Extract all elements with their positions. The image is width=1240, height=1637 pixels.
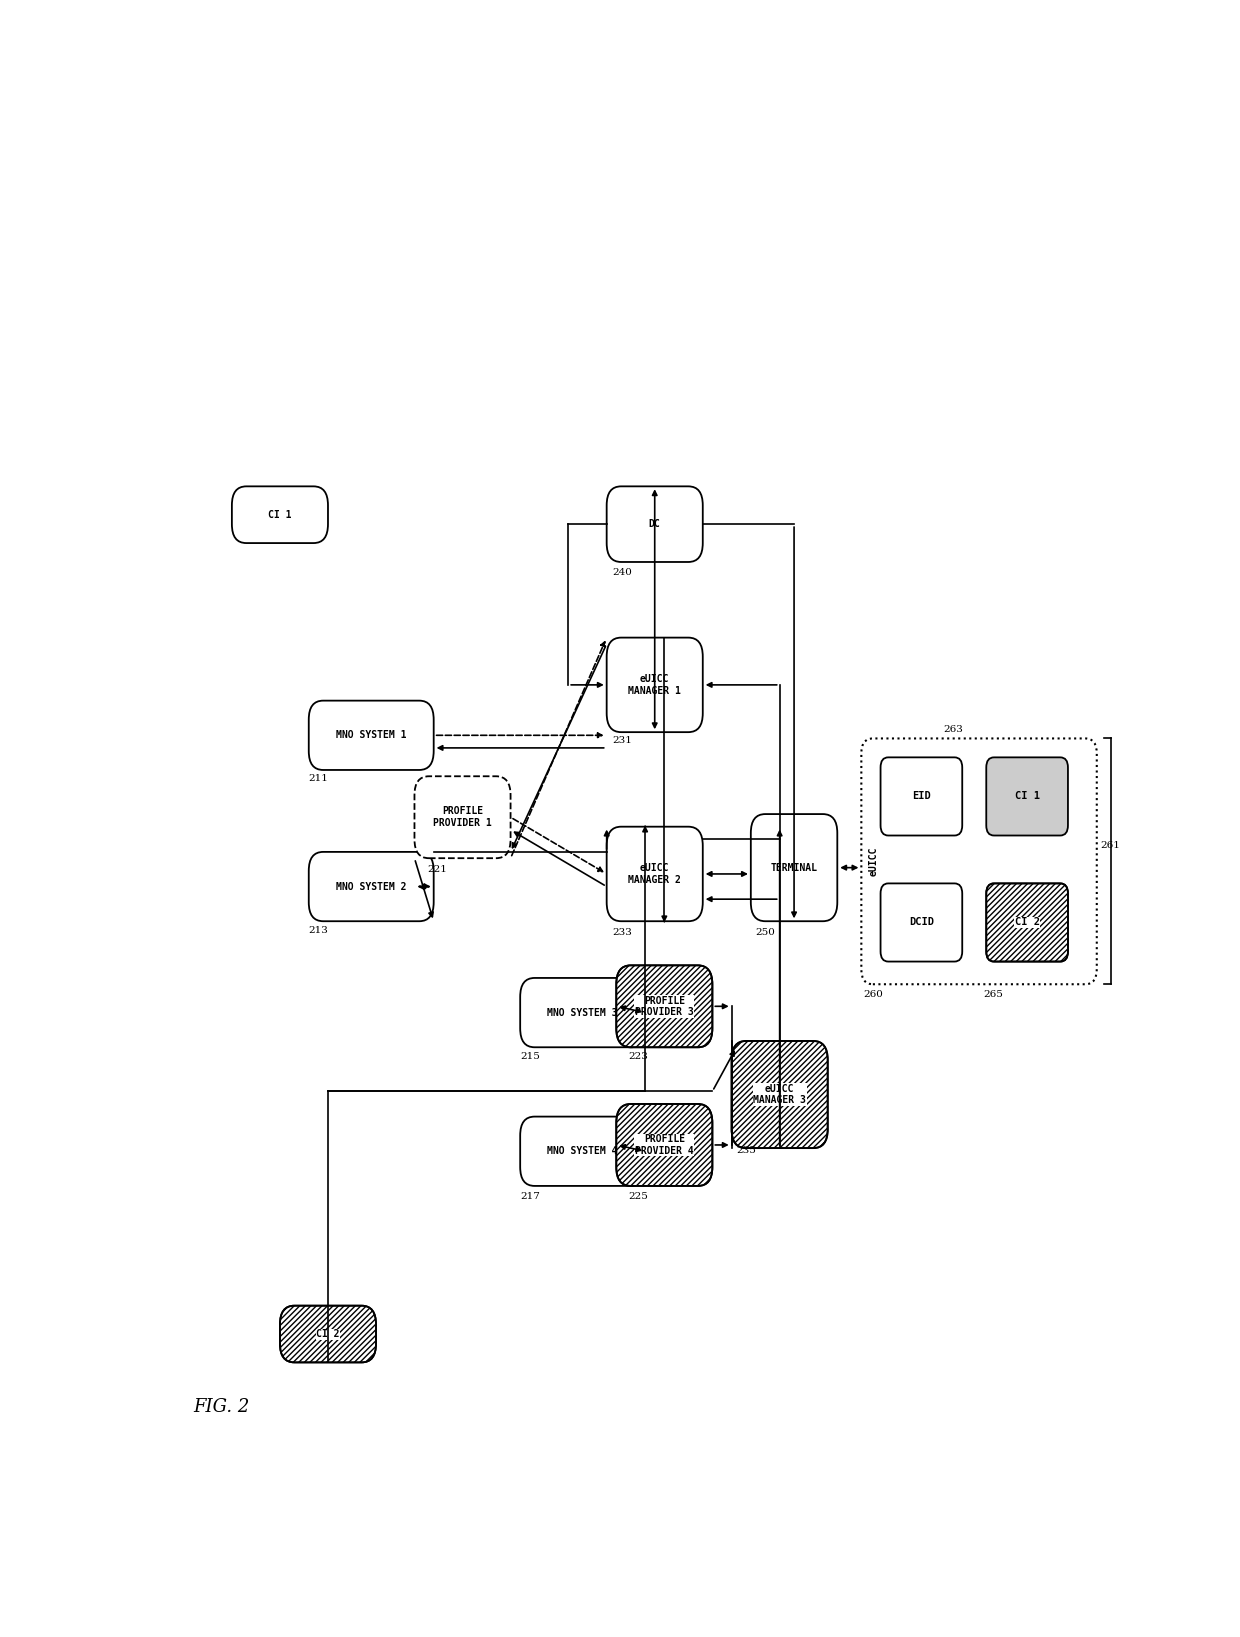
FancyBboxPatch shape <box>309 851 434 922</box>
Text: eUICC
MANAGER 1: eUICC MANAGER 1 <box>629 674 681 696</box>
FancyBboxPatch shape <box>606 827 703 922</box>
Text: CI 2: CI 2 <box>316 1329 340 1339</box>
FancyBboxPatch shape <box>732 1041 828 1148</box>
Text: MNO SYSTEM 4: MNO SYSTEM 4 <box>547 1146 618 1156</box>
FancyBboxPatch shape <box>862 738 1096 984</box>
Text: eUICC
MANAGER 3: eUICC MANAGER 3 <box>753 1084 806 1105</box>
FancyBboxPatch shape <box>606 486 703 561</box>
Text: PROFILE
PROVIDER 4: PROFILE PROVIDER 4 <box>635 1134 693 1156</box>
FancyBboxPatch shape <box>880 758 962 835</box>
Text: 213: 213 <box>309 925 329 935</box>
Text: CI 1: CI 1 <box>1014 791 1039 802</box>
Text: EID: EID <box>913 791 931 802</box>
FancyBboxPatch shape <box>616 1103 712 1185</box>
FancyBboxPatch shape <box>280 1306 376 1362</box>
Text: eUICC: eUICC <box>869 846 879 876</box>
Text: 261: 261 <box>1101 841 1121 850</box>
Text: 221: 221 <box>427 864 446 874</box>
FancyBboxPatch shape <box>606 638 703 732</box>
FancyBboxPatch shape <box>521 977 645 1048</box>
FancyBboxPatch shape <box>986 884 1068 961</box>
FancyBboxPatch shape <box>880 884 962 961</box>
Text: 260: 260 <box>863 990 883 999</box>
Text: CI 2: CI 2 <box>1014 917 1039 928</box>
Text: FIG. 2: FIG. 2 <box>193 1398 249 1416</box>
FancyBboxPatch shape <box>616 966 712 1048</box>
Text: 265: 265 <box>983 990 1003 999</box>
Text: MNO SYSTEM 2: MNO SYSTEM 2 <box>336 882 407 892</box>
Text: TERMINAL: TERMINAL <box>770 863 817 873</box>
Text: DCID: DCID <box>909 917 934 928</box>
FancyBboxPatch shape <box>232 486 327 543</box>
Text: DC: DC <box>649 519 661 529</box>
FancyBboxPatch shape <box>414 776 511 858</box>
FancyBboxPatch shape <box>986 758 1068 835</box>
Text: 231: 231 <box>613 737 632 745</box>
Text: 225: 225 <box>629 1192 649 1200</box>
Text: 263: 263 <box>942 725 963 733</box>
Text: eUICC
MANAGER 2: eUICC MANAGER 2 <box>629 863 681 884</box>
Text: CI 1: CI 1 <box>268 509 291 519</box>
Text: 233: 233 <box>613 928 632 936</box>
Text: 211: 211 <box>309 774 329 782</box>
Text: 240: 240 <box>613 568 632 576</box>
Text: 215: 215 <box>521 1051 541 1061</box>
Text: PROFILE
PROVIDER 3: PROFILE PROVIDER 3 <box>635 995 693 1017</box>
FancyBboxPatch shape <box>751 814 837 922</box>
Text: PROFILE
PROVIDER 1: PROFILE PROVIDER 1 <box>433 807 492 828</box>
Text: MNO SYSTEM 3: MNO SYSTEM 3 <box>547 1008 618 1018</box>
Text: 250: 250 <box>755 928 775 936</box>
Text: 217: 217 <box>521 1192 541 1200</box>
FancyBboxPatch shape <box>309 701 434 769</box>
FancyBboxPatch shape <box>521 1116 645 1185</box>
Text: MNO SYSTEM 1: MNO SYSTEM 1 <box>336 730 407 740</box>
Text: 223: 223 <box>629 1051 649 1061</box>
Text: 235: 235 <box>737 1146 756 1156</box>
